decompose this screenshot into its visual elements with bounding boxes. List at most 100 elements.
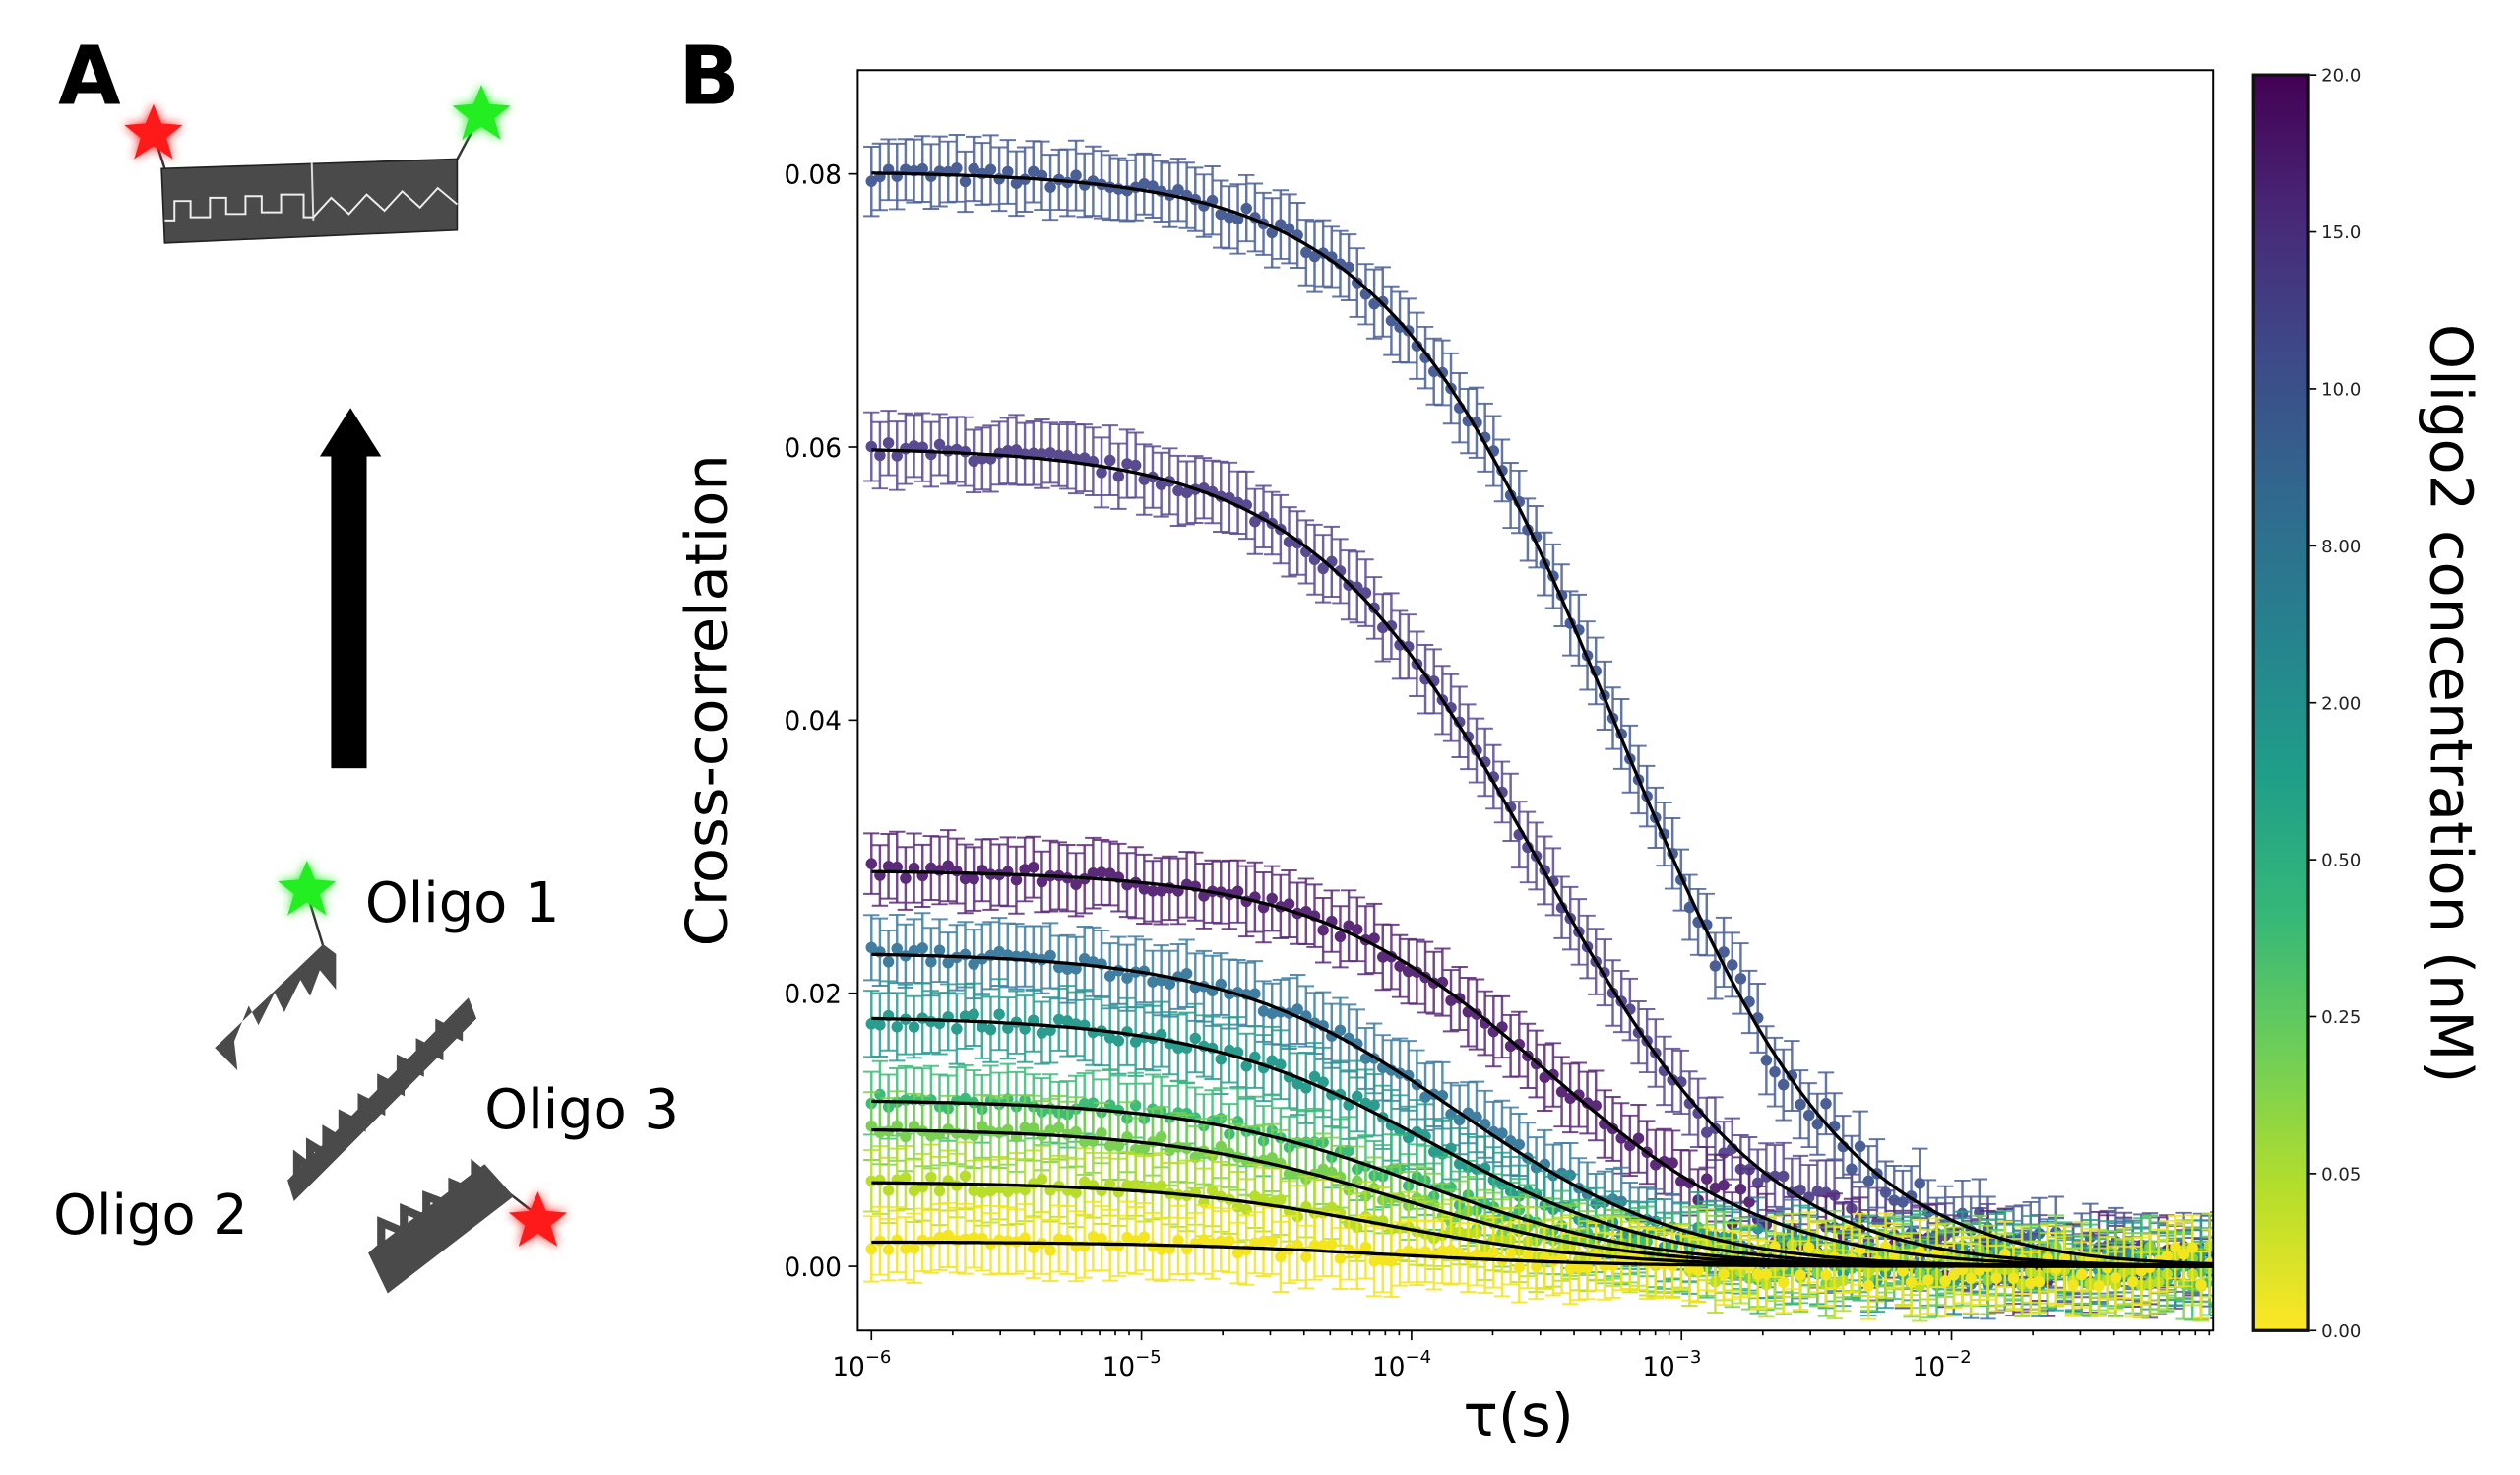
data-point	[1078, 953, 1091, 965]
data-point	[951, 865, 963, 877]
oligo-1-label: Oligo 1	[365, 871, 560, 935]
data-point	[1061, 1015, 1074, 1027]
oligo-1: Oligo 1	[215, 860, 560, 1071]
data-point	[2221, 1243, 2232, 1253]
data-point	[942, 860, 954, 871]
data-point	[1555, 1086, 1568, 1098]
data-point	[1028, 447, 1040, 460]
data-point	[984, 1023, 997, 1036]
data-point	[882, 861, 895, 872]
series-10.0	[863, 133, 2214, 1320]
data-point	[1121, 458, 1133, 470]
data-point	[933, 1185, 946, 1197]
data-point	[925, 956, 937, 968]
data-point	[1172, 1042, 1184, 1055]
data-point	[908, 1185, 920, 1197]
data-point	[1249, 988, 1261, 999]
data-point	[1802, 1109, 1815, 1122]
data-point	[1087, 1097, 1100, 1109]
data-point	[882, 437, 895, 449]
data-point	[1019, 864, 1031, 875]
data-point	[2221, 1258, 2232, 1269]
data-point	[1632, 1132, 1645, 1145]
data-point	[916, 162, 928, 175]
data-point	[1103, 867, 1116, 879]
data-point	[1317, 562, 1329, 575]
data-point	[1326, 1201, 1338, 1214]
data-point	[1394, 960, 1406, 972]
data-point	[1266, 1055, 1278, 1067]
data-point	[1061, 963, 1074, 975]
data-point	[1103, 1179, 1116, 1190]
data-point	[1180, 486, 1193, 499]
data-point	[1036, 1173, 1048, 1186]
data-point	[1019, 1122, 1031, 1133]
data-point	[1308, 1070, 1321, 1083]
data-point	[2212, 1268, 2214, 1274]
data-point	[1317, 1163, 1329, 1175]
data-point	[1343, 1144, 1354, 1157]
data-point	[2212, 1274, 2214, 1281]
plot-area	[863, 133, 2232, 1322]
data-point	[1667, 1157, 1678, 1169]
data-point	[1147, 1181, 1159, 1193]
data-point	[874, 1019, 886, 1031]
data-point	[1138, 883, 1151, 895]
data-point	[1275, 1058, 1287, 1071]
data-point	[1172, 484, 1184, 497]
data-point	[1198, 890, 1210, 902]
data-point	[1300, 1082, 1312, 1094]
data-point	[968, 958, 979, 970]
data-point	[925, 1129, 937, 1142]
data-point	[1317, 1076, 1329, 1088]
data-point	[865, 1018, 878, 1030]
data-point	[1096, 467, 1107, 479]
data-point	[1036, 875, 1048, 888]
data-point	[1368, 297, 1380, 310]
data-point	[1846, 1163, 1858, 1175]
panel-a-label: A	[58, 31, 121, 124]
data-point	[993, 945, 1005, 958]
data-point	[2212, 1270, 2214, 1277]
data-point	[1811, 1186, 1824, 1197]
data-point	[959, 1010, 972, 1022]
data-point	[993, 1008, 1005, 1020]
data-point	[1240, 202, 1252, 215]
arrow-up-icon	[319, 408, 382, 769]
data-point	[1862, 1175, 1875, 1187]
data-point	[976, 1121, 988, 1132]
data-point	[1138, 178, 1151, 190]
data-point	[1445, 994, 1457, 1006]
data-point	[1709, 960, 1722, 972]
data-point	[1180, 1107, 1193, 1120]
data-point	[1249, 1190, 1261, 1202]
data-point	[891, 450, 903, 462]
data-point	[1044, 447, 1056, 459]
data-point	[1053, 1122, 1065, 1134]
data-point	[1326, 1166, 1338, 1179]
data-point	[1096, 866, 1107, 878]
data-point	[1811, 1118, 1824, 1130]
data-point	[1044, 1124, 1056, 1136]
data-point	[976, 1021, 988, 1033]
data-point	[1010, 874, 1023, 886]
data-point	[1036, 448, 1048, 460]
data-point	[1718, 1147, 1730, 1159]
data-point	[1300, 246, 1312, 259]
data-point	[984, 1185, 997, 1197]
data-point	[1283, 536, 1295, 548]
data-point	[1096, 1126, 1107, 1139]
data-point	[1292, 1078, 1303, 1090]
data-point	[1513, 1138, 1526, 1151]
data-point	[1078, 1098, 1091, 1110]
data-point	[1292, 1003, 1303, 1015]
data-point	[1231, 1200, 1244, 1213]
data-point	[925, 1171, 937, 1184]
data-point	[900, 872, 912, 884]
data-point	[1769, 1065, 1781, 1078]
data-point	[1718, 1180, 1730, 1191]
data-point	[2221, 1271, 2232, 1282]
data-point	[1709, 1182, 1722, 1194]
data-point	[1820, 1098, 1832, 1110]
data-point	[1334, 930, 1347, 943]
